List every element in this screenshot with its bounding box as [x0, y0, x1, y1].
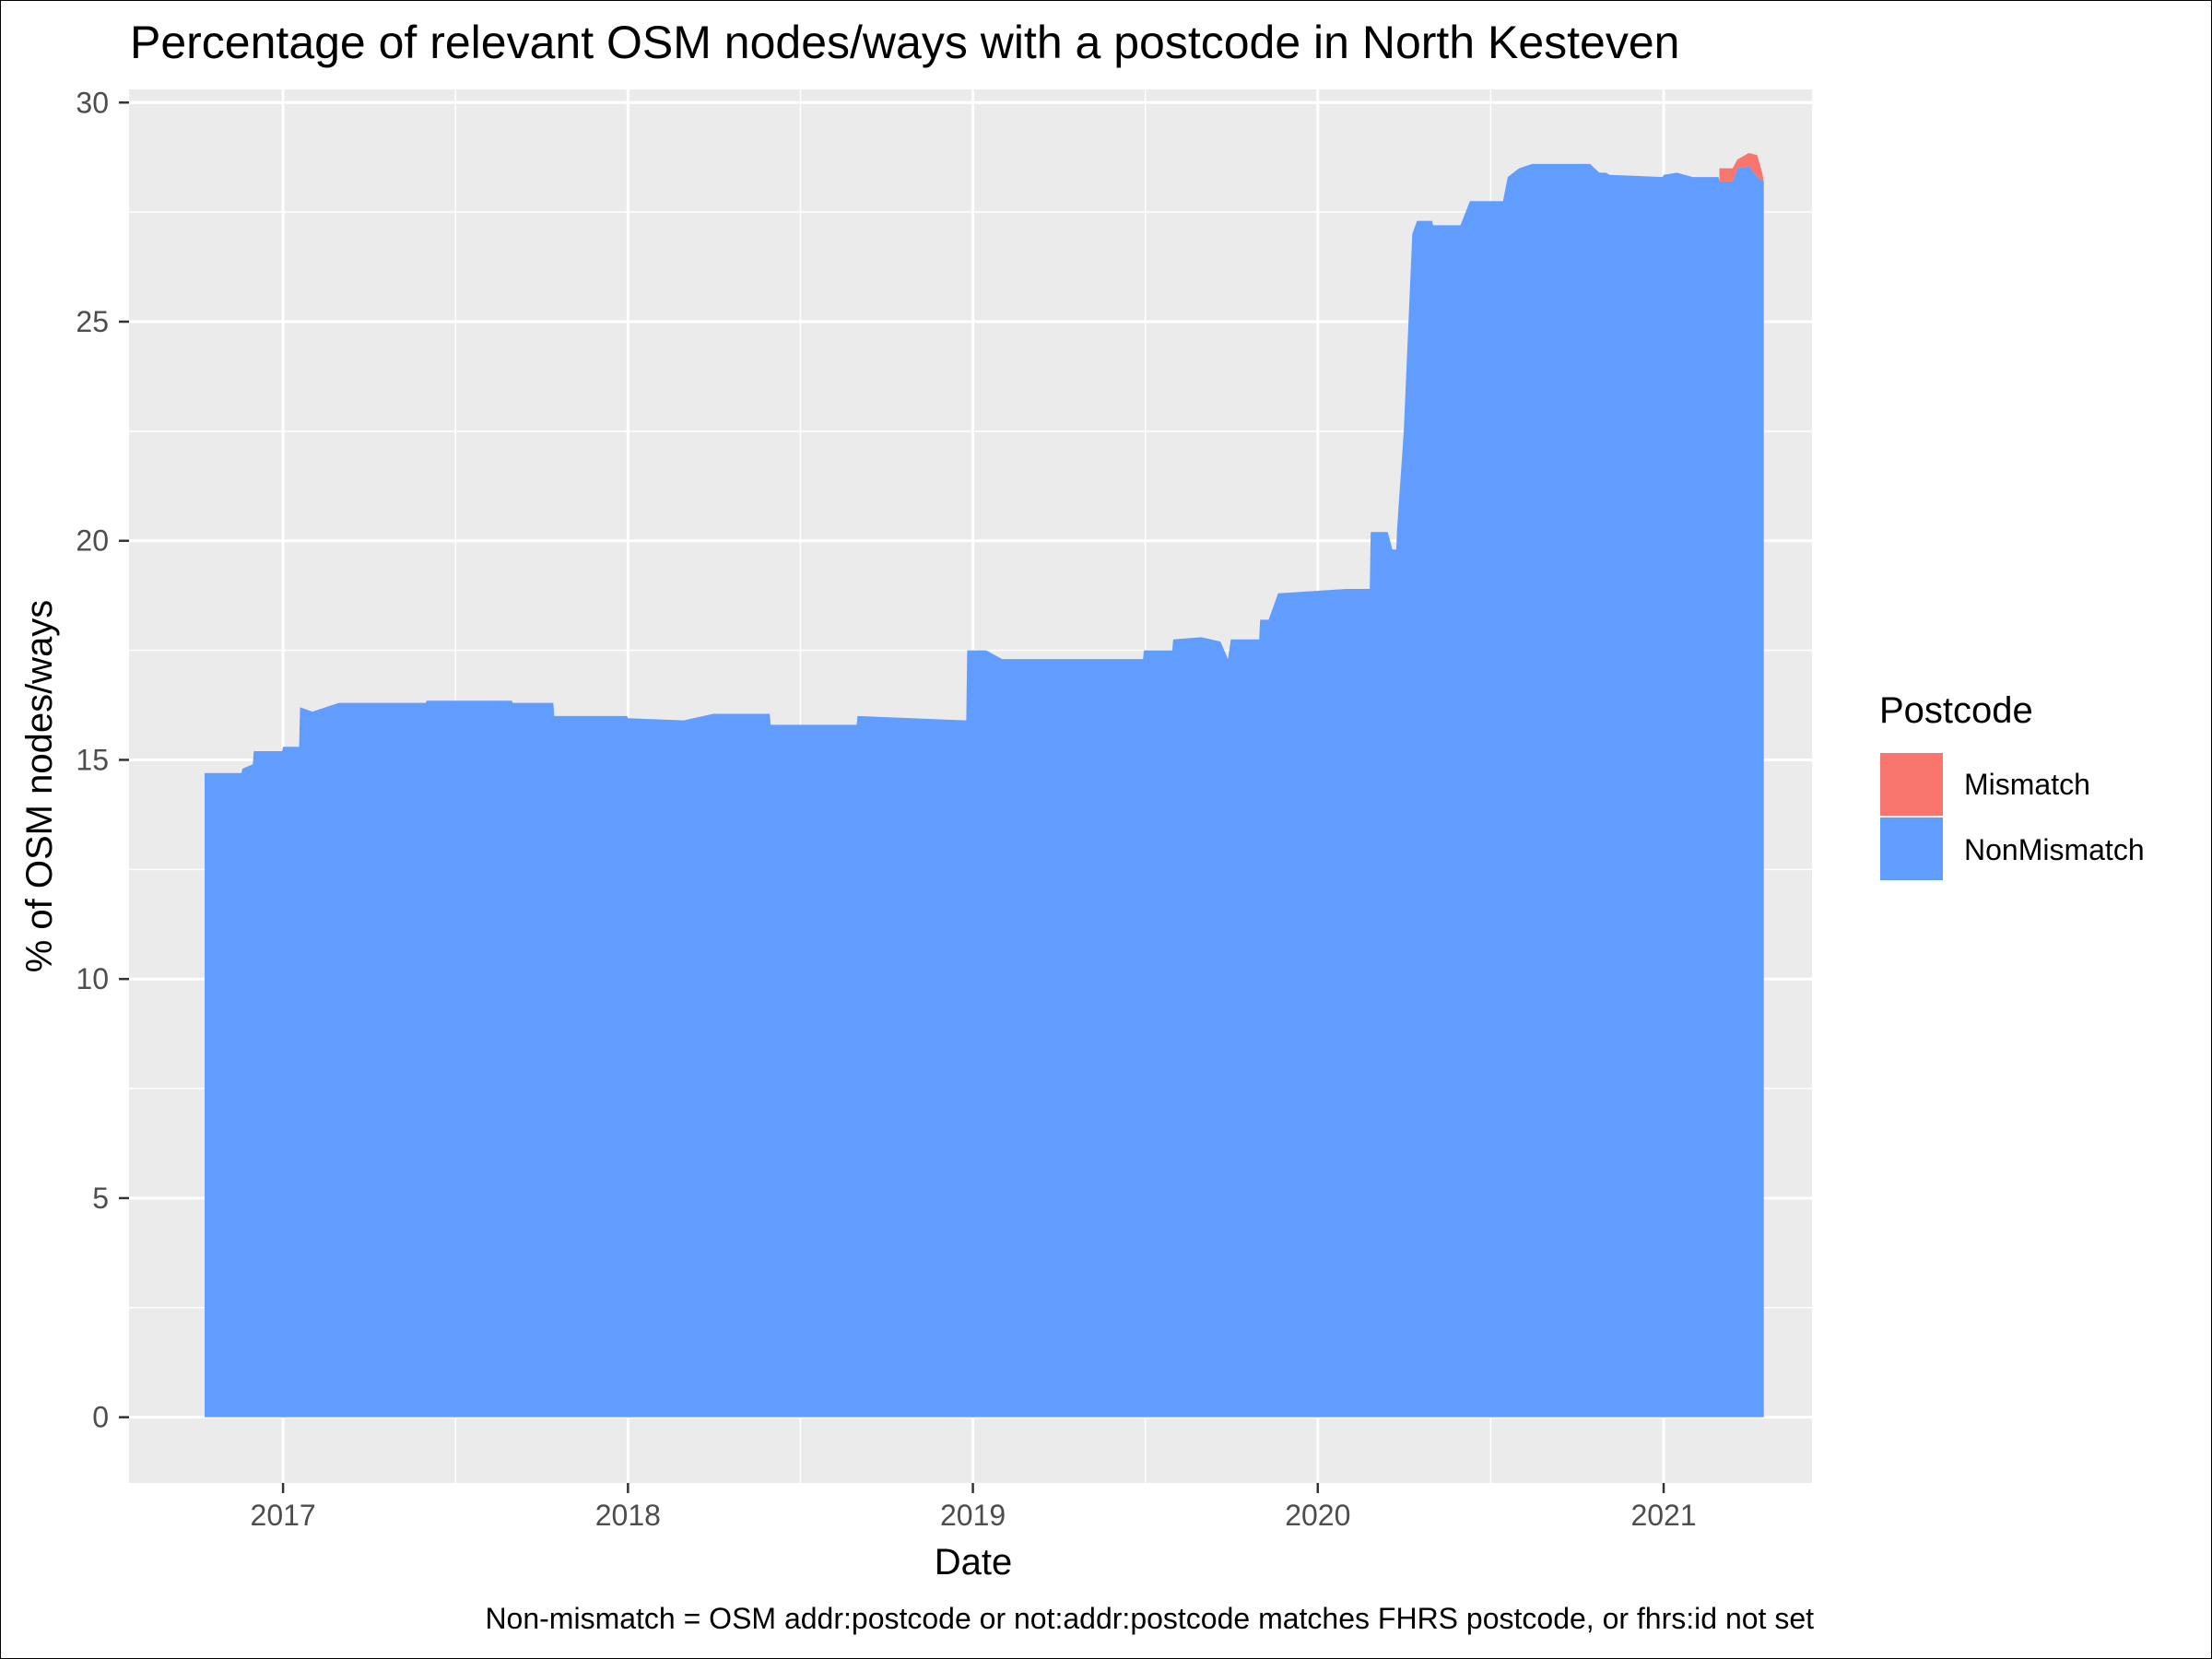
legend-key-mismatch [1880, 753, 1943, 816]
x-tick-label: 2020 [1285, 1499, 1350, 1532]
legend: Postcode Mismatch NonMismatch [1879, 690, 2145, 880]
legend-label-nonmismatch: NonMismatch [1964, 833, 2145, 866]
x-tick-label: 2019 [940, 1499, 1006, 1532]
y-tick-label: 20 [76, 524, 109, 558]
y-tick-label: 15 [76, 743, 109, 776]
legend-title: Postcode [1879, 690, 2033, 731]
legend-label-mismatch: Mismatch [1964, 768, 2090, 801]
y-tick-label: 5 [92, 1182, 109, 1215]
area-mismatch [1719, 152, 1764, 182]
chart-caption: Non-mismatch = OSM addr:postcode or not:… [485, 1602, 1814, 1635]
y-tick-label: 0 [92, 1401, 109, 1434]
legend-key-nonmismatch [1880, 818, 1943, 880]
x-tick-label: 2021 [1630, 1499, 1696, 1532]
y-tick-label: 25 [76, 305, 109, 338]
y-axis: 0 5 10 15 20 25 30 [76, 86, 129, 1434]
x-axis-title: Date [935, 1542, 1013, 1583]
stacked-areas [205, 152, 1764, 1418]
y-tick-label: 10 [76, 962, 109, 995]
x-axis: 2017 2018 2019 2020 2021 [251, 1483, 1697, 1532]
y-tick-label: 30 [76, 86, 109, 119]
x-tick-label: 2018 [595, 1499, 661, 1532]
x-tick-label: 2017 [251, 1499, 316, 1532]
y-axis-title: % of OSM nodes/ways [19, 600, 60, 973]
area-nonmismatch [205, 163, 1764, 1418]
chart-title: Percentage of relevant OSM nodes/ways wi… [130, 17, 1679, 68]
